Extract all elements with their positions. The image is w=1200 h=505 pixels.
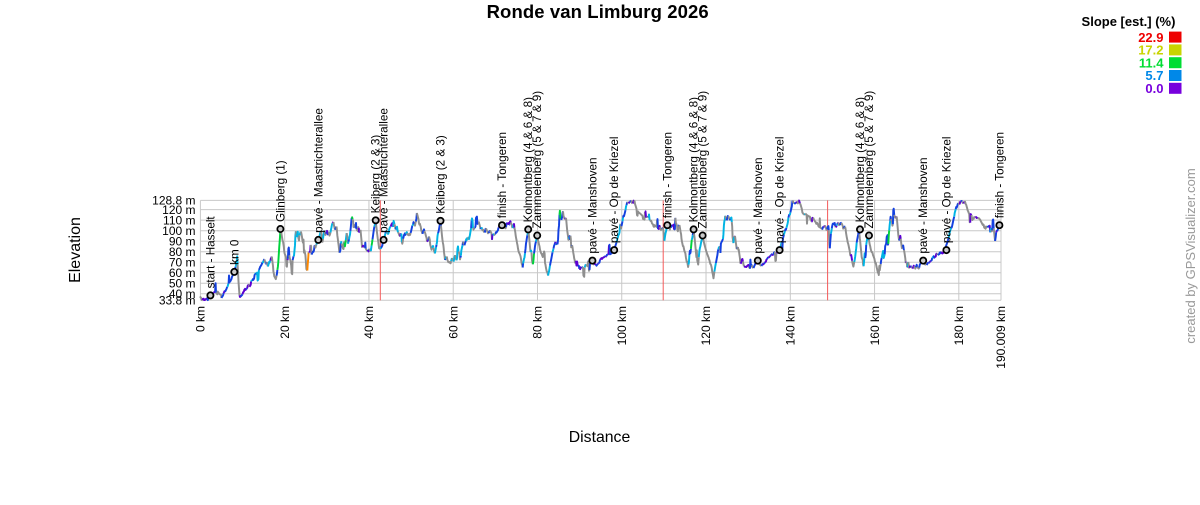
svg-text:0 km: 0 km	[194, 306, 208, 332]
svg-text:190.009 km: 190.009 km	[994, 306, 1008, 369]
svg-text:40 m: 40 m	[169, 287, 196, 301]
svg-text:60 m: 60 m	[169, 266, 196, 280]
svg-text:20 km: 20 km	[278, 306, 292, 339]
svg-text:180 km: 180 km	[952, 306, 966, 345]
svg-text:33.8 m: 33.8 m	[159, 294, 196, 308]
svg-text:100 m: 100 m	[162, 224, 195, 238]
svg-text:Elevation: Elevation	[67, 217, 84, 283]
svg-text:80 m: 80 m	[169, 245, 196, 259]
svg-text:pavé - Manshoven: pavé - Manshoven	[752, 157, 765, 253]
svg-text:km 0: km 0	[228, 239, 241, 265]
svg-text:pavé - Maastrichterallee: pavé - Maastrichterallee	[378, 108, 391, 233]
svg-text:120 km: 120 km	[699, 306, 713, 345]
svg-text:pavé - Maastrichterallee: pavé - Maastrichterallee	[312, 108, 325, 233]
svg-text:Distance: Distance	[569, 429, 631, 446]
svg-text:17.2: 17.2	[1138, 43, 1163, 58]
svg-text:Kolmontberg (4 & 6 & 8): Kolmontberg (4 & 6 & 8)	[854, 97, 867, 222]
svg-text:finish - Tongeren: finish - Tongeren	[993, 132, 1006, 218]
svg-text:40 km: 40 km	[362, 306, 376, 339]
svg-text:Keiberg (2 & 3): Keiberg (2 & 3)	[370, 135, 383, 214]
svg-text:22.9: 22.9	[1138, 30, 1163, 45]
svg-text:70 m: 70 m	[169, 255, 196, 269]
svg-text:11.4: 11.4	[1139, 55, 1164, 70]
svg-text:50 m: 50 m	[169, 277, 196, 291]
svg-text:140 km: 140 km	[784, 306, 798, 345]
svg-text:90 m: 90 m	[169, 234, 196, 248]
svg-text:pavé - Op de Kriezel: pavé - Op de Kriezel	[940, 137, 953, 244]
svg-text:Keiberg (2 & 3): Keiberg (2 & 3)	[435, 135, 448, 214]
svg-text:100 km: 100 km	[615, 306, 629, 345]
svg-text:Kolmontberg (4 & 6 & 8): Kolmontberg (4 & 6 & 8)	[688, 97, 701, 222]
svg-text:pavé - Manshoven: pavé - Manshoven	[917, 157, 930, 253]
svg-text:start - Hasselt: start - Hasselt	[204, 216, 217, 289]
svg-text:Glinberg (1): Glinberg (1)	[274, 160, 287, 222]
svg-text:finish - Tongeren: finish - Tongeren	[661, 132, 674, 218]
svg-text:110 m: 110 m	[163, 213, 195, 227]
svg-text:pavé - Op de Kriezel: pavé - Op de Kriezel	[774, 137, 787, 244]
svg-text:Zammelenberg (5 & 7 & 9): Zammelenberg (5 & 7 & 9)	[531, 91, 544, 229]
svg-text:Zammelenberg (5 & 7 & 9): Zammelenberg (5 & 7 & 9)	[697, 91, 710, 229]
svg-text:5.7: 5.7	[1145, 68, 1163, 83]
svg-text:pavé - Manshoven: pavé - Manshoven	[586, 157, 599, 253]
svg-text:128.8 m: 128.8 m	[152, 194, 195, 208]
svg-text:120 m: 120 m	[162, 203, 195, 217]
svg-text:created by GPSVisualizer.com: created by GPSVisualizer.com	[1183, 168, 1198, 343]
svg-text:pavé - Op de Kriezel: pavé - Op de Kriezel	[608, 137, 621, 244]
svg-text:160 km: 160 km	[868, 306, 882, 345]
svg-text:60 km: 60 km	[446, 306, 460, 339]
svg-text:finish - Tongeren: finish - Tongeren	[496, 132, 509, 218]
svg-text:Ronde van Limburg 2026: Ronde van Limburg 2026	[487, 1, 709, 22]
svg-text:Zammelenberg (5 & 7 & 9): Zammelenberg (5 & 7 & 9)	[863, 91, 876, 229]
svg-text:80 km: 80 km	[531, 306, 545, 339]
svg-text:0.0: 0.0	[1145, 81, 1163, 96]
svg-text:Kolmontberg (4 & 6 & 8): Kolmontberg (4 & 6 & 8)	[522, 97, 535, 222]
svg-text:Slope [est.] (%): Slope [est.] (%)	[1082, 14, 1176, 29]
